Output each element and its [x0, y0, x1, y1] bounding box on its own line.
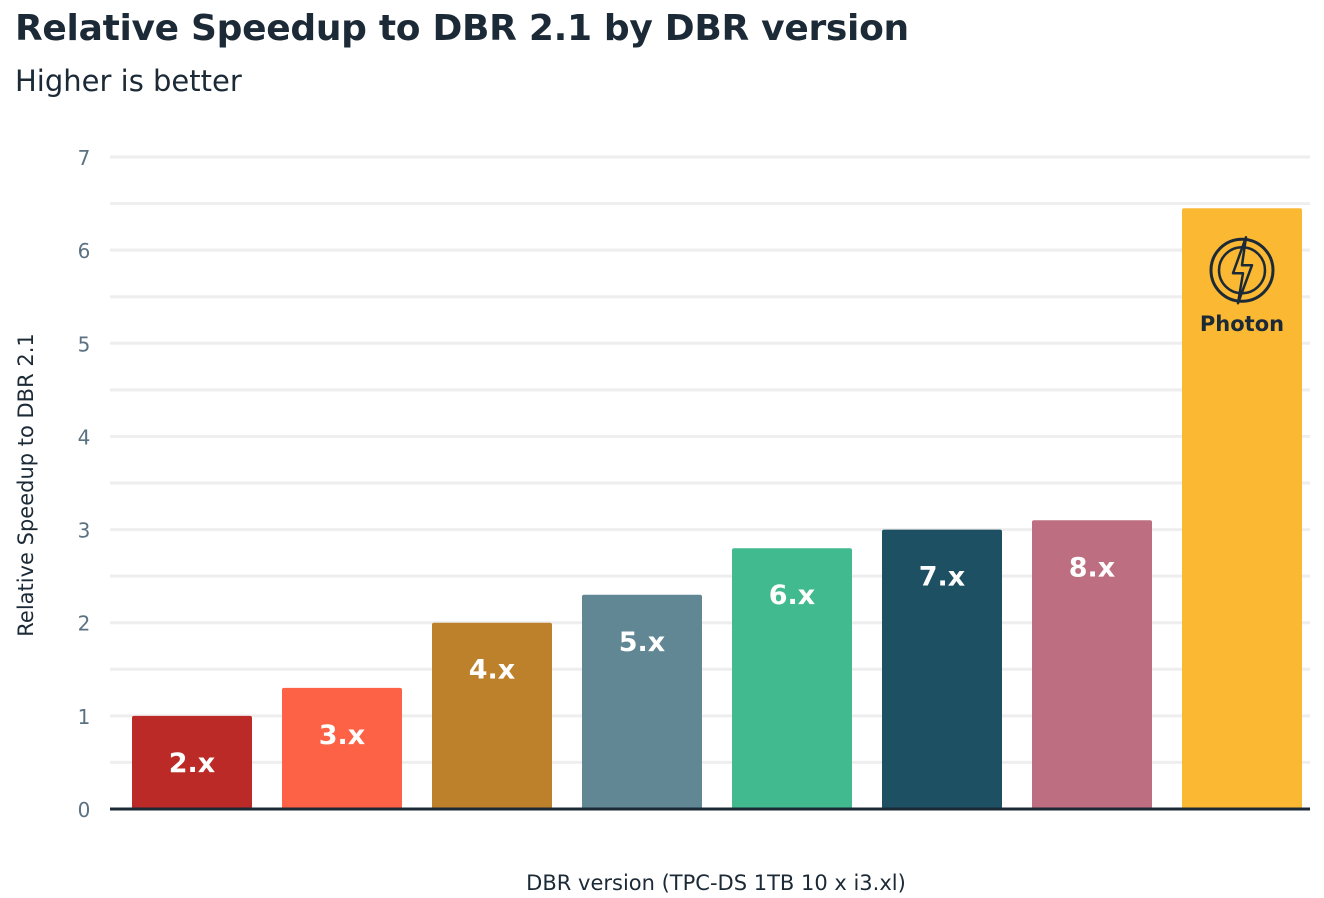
bar-4-x: [432, 622, 552, 809]
y-tick-label: 5: [78, 332, 91, 356]
grid-lines: [110, 155, 1310, 764]
bars: 2.x 3.x 4.x 5.x 6.x 7.x 8.x Photon: [132, 208, 1302, 809]
bar-label: 8.x: [1069, 552, 1115, 583]
y-tick-label: 1: [78, 705, 91, 729]
y-tick-label: 4: [78, 425, 91, 449]
y-tick-label: 2: [78, 612, 91, 636]
chart-title: Relative Speedup to DBR 2.1 by DBR versi…: [15, 8, 909, 49]
bar-2-x: [132, 715, 252, 809]
bar-label: 7.x: [919, 562, 965, 593]
x-axis-label: DBR version (TPC-DS 1TB 10 x i3.xl): [526, 871, 906, 895]
bar-label: 2.x: [169, 748, 215, 779]
bar-label: 6.x: [769, 580, 815, 611]
y-tick-label: 7: [78, 146, 91, 170]
y-tick-label: 6: [78, 239, 91, 263]
bar-7-x: [882, 529, 1002, 809]
bar-label: Photon: [1200, 312, 1284, 336]
y-tick-label: 3: [78, 519, 91, 543]
bar-5-x: [582, 594, 702, 809]
y-tick-label: 0: [78, 798, 91, 822]
chart-subtitle: Higher is better: [15, 64, 242, 98]
bar-3-x: [282, 687, 402, 809]
bar-8-x: [1032, 520, 1152, 809]
lightning-circle-icon: [1209, 235, 1275, 305]
bar-6-x: [732, 548, 852, 809]
bar-label: 4.x: [469, 655, 515, 686]
y-axis-ticks: 0 1 2 3 4 5 6 7: [78, 146, 91, 822]
y-axis-label: Relative Speedup to DBR 2.1: [14, 333, 38, 637]
bar-label: 3.x: [319, 720, 365, 751]
bar-label: 5.x: [619, 627, 665, 658]
bar-photon: [1182, 208, 1302, 809]
